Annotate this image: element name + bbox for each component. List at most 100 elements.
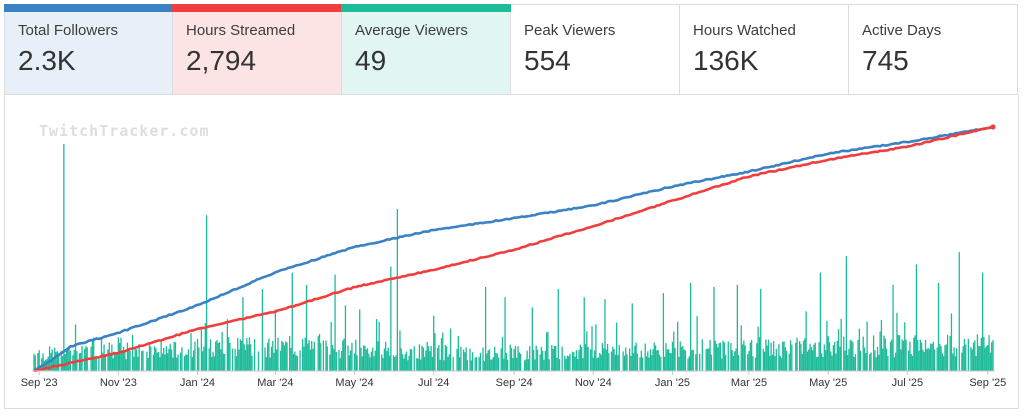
viewers-bar[interactable] (156, 352, 158, 371)
viewers-bar[interactable] (651, 355, 653, 371)
viewers-bar[interactable] (526, 350, 528, 371)
viewers-bar[interactable] (322, 340, 325, 371)
viewers-bar[interactable] (713, 286, 715, 371)
viewers-bar[interactable] (595, 324, 597, 371)
viewers-bar[interactable] (874, 350, 876, 371)
viewers-bar[interactable] (484, 286, 487, 371)
viewers-bar[interactable] (953, 347, 955, 371)
viewers-bar[interactable] (294, 351, 296, 371)
viewers-bar[interactable] (696, 316, 698, 371)
viewers-bar[interactable] (818, 342, 820, 371)
viewers-bar[interactable] (192, 350, 195, 371)
viewers-bar[interactable] (457, 336, 459, 371)
viewers-bar[interactable] (682, 345, 684, 371)
viewers-bar[interactable] (719, 342, 722, 371)
viewers-bar[interactable] (362, 345, 365, 371)
viewers-bar[interactable] (525, 359, 527, 371)
viewers-bar[interactable] (408, 356, 410, 371)
viewers-bar[interactable] (919, 339, 921, 371)
viewers-bar[interactable] (261, 289, 264, 371)
viewers-bar[interactable] (434, 333, 436, 371)
viewers-bar[interactable] (142, 350, 144, 371)
viewers-bar[interactable] (102, 352, 104, 371)
viewers-bar[interactable] (215, 341, 217, 371)
viewers-bar[interactable] (727, 341, 729, 371)
viewers-bar[interactable] (148, 344, 151, 371)
stat-card-total-followers[interactable]: Total Followers 2.3K (4, 4, 173, 95)
viewers-bar[interactable] (295, 355, 297, 371)
viewers-bar[interactable] (630, 355, 632, 371)
viewers-bar[interactable] (679, 341, 681, 371)
viewers-bar[interactable] (281, 341, 283, 371)
viewers-bar[interactable] (272, 340, 274, 371)
viewers-bar[interactable] (744, 345, 746, 371)
viewers-bar[interactable] (601, 343, 604, 371)
viewers-bar[interactable] (61, 356, 64, 371)
viewers-bar[interactable] (200, 326, 203, 371)
viewers-bar[interactable] (440, 337, 443, 371)
viewers-bar[interactable] (980, 337, 982, 371)
viewers-bar[interactable] (774, 356, 776, 371)
viewers-bar[interactable] (915, 264, 918, 371)
viewers-bar[interactable] (879, 331, 881, 371)
viewers-bar[interactable] (736, 284, 738, 371)
viewers-bar[interactable] (387, 347, 389, 371)
viewers-bar[interactable] (98, 359, 100, 371)
viewers-bar[interactable] (830, 351, 832, 371)
viewers-bar[interactable] (510, 347, 513, 371)
viewers-bar[interactable] (648, 357, 650, 371)
viewers-bar[interactable] (556, 357, 558, 371)
viewers-bar[interactable] (334, 274, 336, 371)
viewers-bar[interactable] (54, 347, 56, 371)
viewers-bar[interactable] (927, 347, 929, 371)
viewers-bar[interactable] (920, 342, 923, 371)
viewers-bar[interactable] (870, 352, 872, 371)
viewers-bar[interactable] (779, 355, 781, 371)
viewers-bar[interactable] (121, 350, 123, 371)
viewers-bar[interactable] (767, 339, 770, 371)
viewers-bar[interactable] (987, 344, 989, 371)
viewers-bar[interactable] (326, 346, 328, 371)
viewers-bar[interactable] (290, 347, 292, 371)
viewers-bar[interactable] (48, 346, 51, 371)
viewers-bar[interactable] (644, 343, 646, 371)
viewers-bar[interactable] (443, 360, 445, 371)
viewers-bar[interactable] (150, 346, 152, 371)
viewers-bar[interactable] (356, 355, 358, 371)
viewers-bar[interactable] (710, 354, 713, 371)
viewers-bar[interactable] (186, 354, 188, 371)
viewers-bar[interactable] (63, 143, 65, 371)
viewers-bar[interactable] (762, 348, 764, 371)
viewers-bar[interactable] (119, 342, 121, 371)
viewers-bar[interactable] (490, 359, 492, 371)
viewers-bar[interactable] (513, 349, 515, 371)
viewers-bar[interactable] (112, 358, 114, 371)
viewers-bar[interactable] (33, 353, 35, 371)
viewers-bar[interactable] (91, 340, 94, 371)
viewers-bar[interactable] (876, 347, 879, 371)
viewers-bar[interactable] (395, 355, 397, 371)
viewers-bar[interactable] (893, 357, 896, 371)
viewers-bar[interactable] (963, 338, 966, 371)
viewers-bar[interactable] (752, 356, 754, 371)
viewers-bar[interactable] (369, 357, 371, 371)
viewers-bar[interactable] (828, 342, 831, 371)
viewers-bar[interactable] (169, 343, 171, 371)
viewers-bar[interactable] (699, 353, 701, 371)
viewers-bar[interactable] (179, 352, 182, 371)
viewers-bar[interactable] (891, 339, 893, 371)
viewers-bar[interactable] (422, 347, 424, 371)
viewers-bar[interactable] (221, 332, 223, 371)
viewers-bar[interactable] (706, 348, 709, 371)
viewers-bar[interactable] (283, 345, 286, 371)
viewers-bar[interactable] (339, 358, 341, 371)
viewers-bar[interactable] (857, 339, 859, 371)
viewers-bar[interactable] (878, 354, 880, 371)
viewers-bar[interactable] (725, 354, 727, 371)
viewers-bar[interactable] (783, 341, 785, 371)
viewers-bar[interactable] (840, 318, 842, 371)
viewers-bar[interactable] (765, 339, 767, 371)
viewers-bar[interactable] (172, 357, 174, 371)
viewers-bar[interactable] (448, 354, 450, 371)
viewers-bar[interactable] (231, 348, 234, 371)
